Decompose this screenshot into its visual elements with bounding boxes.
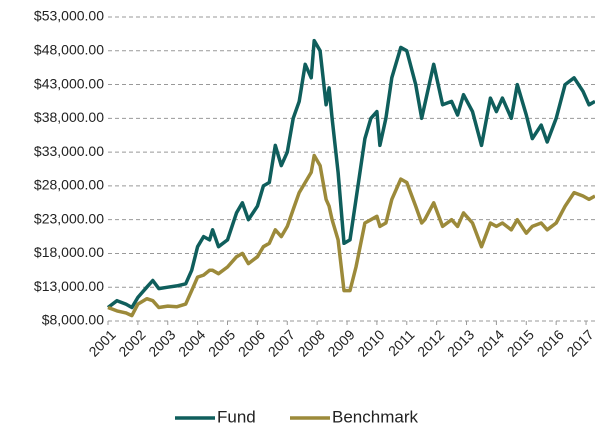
- y-tick-label: $8,000.00: [42, 312, 104, 328]
- legend-label: Benchmark: [332, 407, 418, 426]
- x-tick-label: 2008: [295, 326, 328, 359]
- y-tick-label: $53,000.00: [34, 8, 104, 24]
- x-tick-label: 2010: [354, 326, 387, 359]
- y-tick-label: $38,000.00: [34, 109, 104, 125]
- x-tick-label: 2016: [534, 326, 567, 359]
- x-tick-label: 2011: [385, 326, 418, 359]
- y-tick-label: $23,000.00: [34, 210, 104, 226]
- x-tick-label: 2006: [235, 326, 268, 359]
- legend-label: Fund: [217, 407, 256, 426]
- series-line: [107, 153, 595, 318]
- y-tick-label: $18,000.00: [34, 244, 104, 260]
- x-tick-label: 2009: [324, 326, 357, 359]
- y-tick-label: $48,000.00: [34, 41, 104, 57]
- y-tick-label: $33,000.00: [34, 143, 104, 159]
- y-tick-label: $43,000.00: [34, 75, 104, 91]
- x-tick-label: 2002: [115, 326, 148, 359]
- x-tick-label: 2004: [175, 326, 208, 359]
- x-tick-label: 2013: [444, 326, 477, 359]
- x-tick-label: 2001: [85, 326, 118, 359]
- series-line: [106, 38, 595, 310]
- x-tick-label: 2005: [205, 326, 238, 359]
- x-tick-label: 2012: [414, 326, 447, 359]
- y-tick-label: $28,000.00: [34, 177, 104, 193]
- x-tick-label: 2007: [265, 326, 298, 359]
- x-tick-label: 2014: [474, 326, 507, 359]
- x-tick-label: 2017: [563, 326, 595, 359]
- x-tick-label: 2015: [504, 326, 537, 359]
- y-tick-label: $13,000.00: [34, 278, 104, 294]
- x-tick-label: 2003: [145, 326, 178, 359]
